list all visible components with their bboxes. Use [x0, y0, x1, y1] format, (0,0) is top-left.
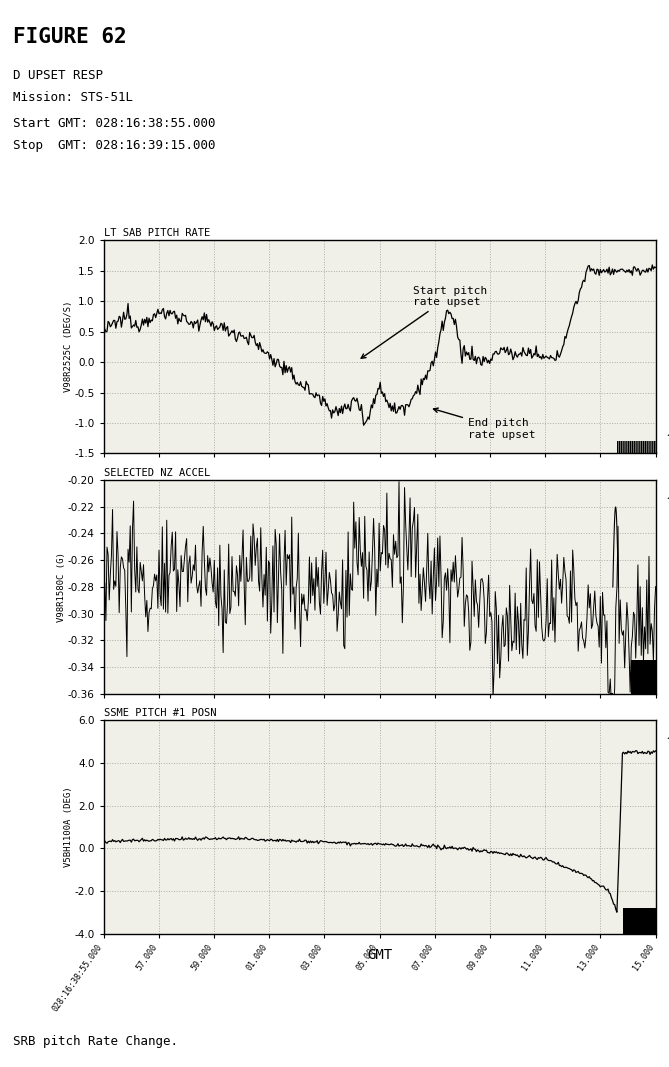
Text: Stop  GMT: 028:16:39:15.000: Stop GMT: 028:16:39:15.000: [13, 139, 216, 152]
Text: FIGURE 62: FIGURE 62: [13, 27, 127, 47]
Text: Start pitch
rate upset: Start pitch rate upset: [361, 286, 487, 359]
Y-axis label: V98R2525C (DEG/S): V98R2525C (DEG/S): [64, 301, 73, 393]
Text: GMT: GMT: [367, 947, 392, 962]
Bar: [622, 908, 656, 934]
Y-axis label: V98R1580C (G): V98R1580C (G): [58, 552, 66, 622]
Text: D UPSET RESP: D UPSET RESP: [13, 69, 104, 82]
Text: ^: ^: [666, 432, 669, 445]
Text: ^: ^: [666, 735, 669, 748]
Text: Start GMT: 028:16:38:55.000: Start GMT: 028:16:38:55.000: [13, 117, 216, 130]
Text: Mission: STS-51L: Mission: STS-51L: [13, 91, 133, 103]
Text: SRB pitch Rate Change.: SRB pitch Rate Change.: [13, 1035, 179, 1048]
Text: LT SAB PITCH RATE: LT SAB PITCH RATE: [104, 228, 210, 238]
Text: ^: ^: [666, 495, 669, 508]
Bar: [631, 660, 656, 694]
Bar: [617, 442, 656, 453]
Y-axis label: V5BH1100A (DEG): V5BH1100A (DEG): [64, 786, 73, 867]
Text: SSME PITCH #1 POSN: SSME PITCH #1 POSN: [104, 708, 216, 718]
Text: SELECTED NZ ACCEL: SELECTED NZ ACCEL: [104, 468, 210, 478]
Text: End pitch
rate upset: End pitch rate upset: [434, 408, 535, 440]
